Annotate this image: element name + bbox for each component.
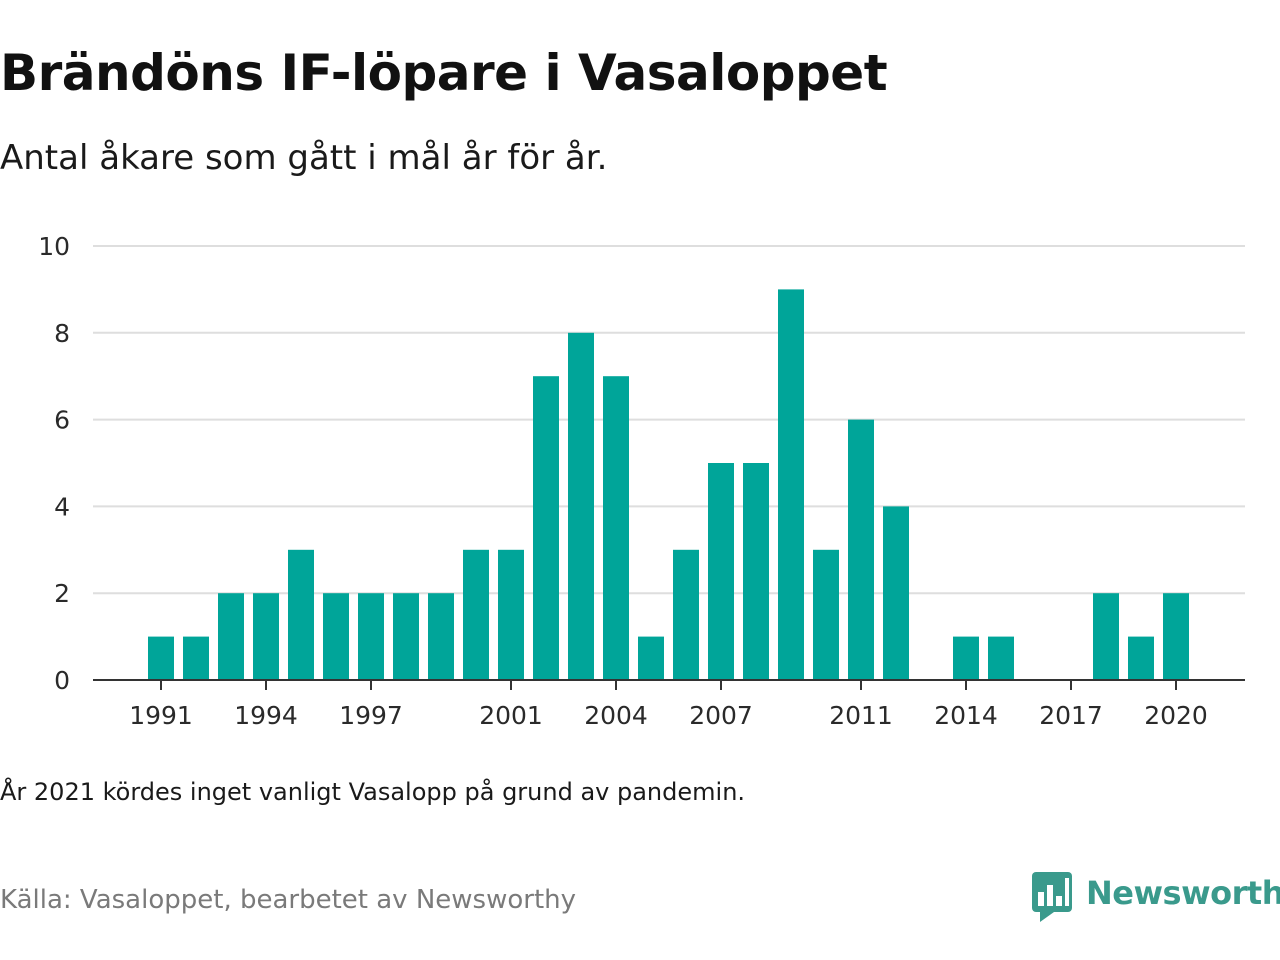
bar-2002	[533, 376, 559, 680]
x-tick-label: 2014	[934, 701, 998, 730]
x-tick-label: 1994	[234, 701, 298, 730]
bar-chart: 0 2 4 6 8 10 1991 1994 1997 2001 2004 2007 2011 2014…	[38, 232, 1245, 730]
x-tick-label: 2017	[1039, 701, 1103, 730]
bar-2000	[463, 549, 489, 680]
bar-2004	[603, 376, 629, 680]
bar-1991	[148, 636, 174, 680]
x-tick-label: 1997	[339, 701, 403, 730]
y-tick-label: 8	[54, 319, 70, 348]
y-tick-label: 0	[54, 666, 70, 695]
source-note: Källa: Vasaloppet, bearbetet av Newswort…	[0, 885, 576, 915]
x-tick-label: 2020	[1144, 701, 1208, 730]
x-axis-ticks: 1991 1994 1997 2001 2004 2007 2011 2014 2017 2020	[129, 680, 1208, 730]
bar-1992	[183, 636, 209, 680]
bar-2011	[848, 419, 874, 680]
bar-2003	[568, 332, 594, 680]
newsworthy-logo-icon	[1032, 872, 1072, 922]
x-tick-label: 2007	[689, 701, 753, 730]
grid-lines	[93, 245, 1245, 595]
bar-1993	[218, 593, 244, 680]
bar-2020	[1163, 593, 1189, 680]
chart-subtitle: Antal åkare som gått i mål år för år.	[0, 138, 608, 178]
bar-1997	[358, 593, 384, 680]
bar-1994	[253, 593, 279, 680]
chart-title: Brändöns IF-löpare i Vasaloppet	[0, 44, 888, 102]
bar-1998	[393, 593, 419, 680]
bar-1995	[288, 549, 314, 680]
bar-1999	[428, 593, 454, 680]
bar-2001	[498, 549, 524, 680]
bar-2018	[1093, 593, 1119, 680]
bar-2014	[953, 636, 979, 680]
newsworthy-logo-text: Newsworthy	[1086, 874, 1280, 912]
bar-2009	[778, 289, 804, 680]
chart-footnote: År 2021 kördes inget vanligt Vasalopp på…	[0, 778, 746, 806]
bar-2007	[708, 463, 734, 680]
bar-2005	[638, 636, 664, 680]
x-tick-label: 1991	[129, 701, 193, 730]
y-tick-label: 4	[54, 492, 70, 521]
y-tick-label: 6	[54, 406, 70, 435]
newsworthy-logo[interactable]: Newsworthy	[1030, 868, 1280, 924]
bar-2019	[1128, 636, 1154, 680]
x-tick-label: 2004	[584, 701, 648, 730]
y-axis-ticks: 0 2 4 6 8 10	[38, 232, 70, 695]
y-tick-label: 10	[38, 232, 70, 261]
bar-2012	[883, 506, 909, 680]
bar-2008	[743, 463, 769, 680]
bars	[148, 289, 1189, 680]
x-tick-label: 2011	[829, 701, 893, 730]
bar-2010	[813, 549, 839, 680]
bar-1996	[323, 593, 349, 680]
y-tick-label: 2	[54, 579, 70, 608]
x-tick-label: 2001	[479, 701, 543, 730]
bar-2015	[988, 636, 1014, 680]
bar-2006	[673, 549, 699, 680]
